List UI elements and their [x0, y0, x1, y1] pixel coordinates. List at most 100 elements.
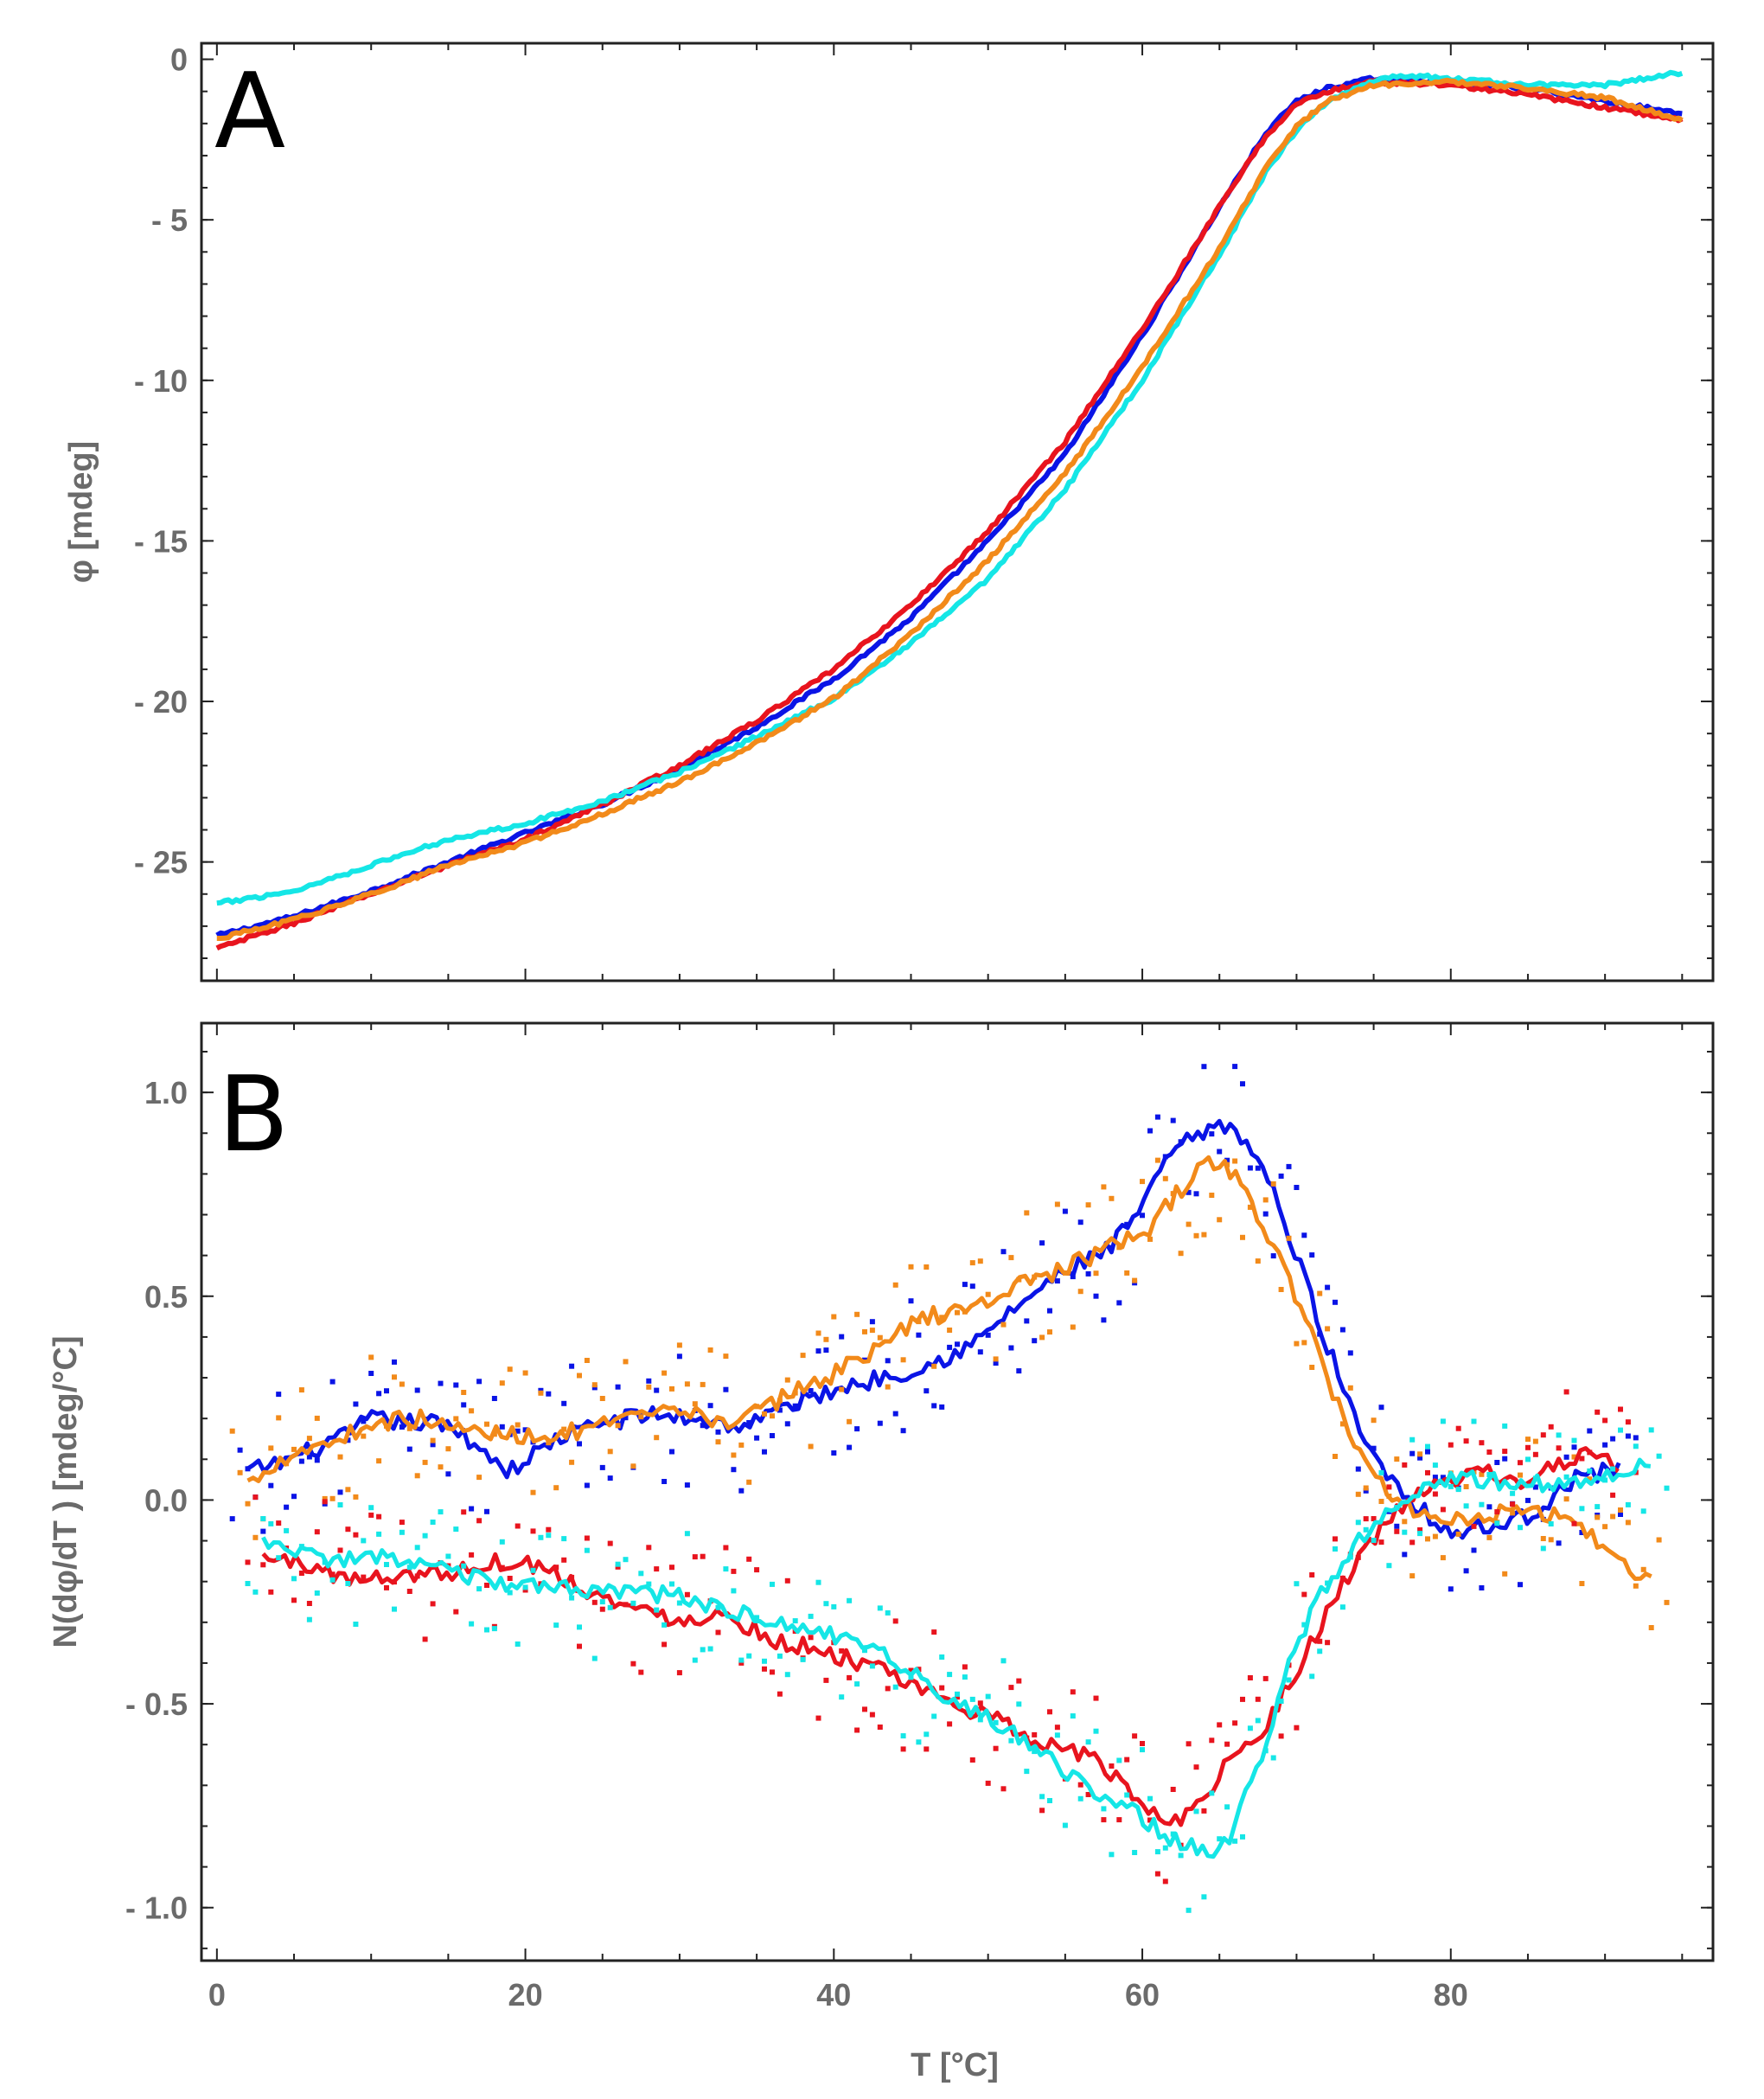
data-point	[1556, 1540, 1562, 1546]
data-point	[314, 1415, 320, 1421]
data-point	[1109, 1245, 1115, 1251]
data-point	[1640, 1508, 1646, 1514]
data-point	[869, 1319, 875, 1325]
y-tick-label: - 10	[134, 363, 188, 399]
data-point	[908, 1674, 914, 1680]
data-point	[1618, 1512, 1623, 1517]
data-point	[1402, 1529, 1408, 1535]
data-point	[815, 1348, 821, 1354]
data-point	[784, 1377, 790, 1383]
data-point	[1556, 1432, 1562, 1438]
data-point	[607, 1475, 613, 1481]
data-point	[1070, 1324, 1076, 1330]
data-point	[577, 1441, 582, 1447]
data-point	[1232, 1158, 1238, 1164]
data-point	[1162, 1175, 1168, 1181]
data-point	[1432, 1475, 1438, 1481]
data-point	[337, 1547, 343, 1553]
data-point	[654, 1435, 660, 1441]
data-point	[1471, 1418, 1477, 1424]
data-point	[646, 1378, 652, 1384]
data-point	[1402, 1552, 1408, 1558]
data-point	[715, 1439, 721, 1445]
data-point	[808, 1613, 814, 1619]
data-point	[731, 1467, 737, 1473]
data-point	[1224, 1157, 1230, 1163]
data-point	[1262, 1211, 1269, 1217]
data-point	[1085, 1739, 1091, 1745]
data-point	[591, 1599, 598, 1605]
panel-a-ticks	[201, 43, 1713, 981]
data-point	[908, 1667, 914, 1673]
data-point	[1625, 1520, 1631, 1526]
data-point	[762, 1411, 767, 1417]
data-point	[977, 1258, 983, 1264]
data-point	[314, 1590, 320, 1596]
data-point	[1109, 1763, 1115, 1769]
data-point	[1579, 1456, 1585, 1462]
data-point	[854, 1311, 860, 1317]
data-point	[298, 1571, 304, 1576]
data-point	[654, 1566, 660, 1572]
data-point	[1101, 1184, 1107, 1190]
panel-b-series	[229, 1064, 1670, 1913]
data-point	[1317, 1331, 1323, 1337]
series-line-blue	[246, 1118, 1621, 1540]
data-point	[1140, 1741, 1145, 1746]
data-point	[1201, 1894, 1207, 1900]
y-tick-label: - 20	[134, 684, 188, 720]
x-tick-label: 80	[1434, 1977, 1468, 2013]
data-point	[1047, 1329, 1052, 1335]
data-point	[252, 1494, 259, 1501]
data-point	[1262, 1748, 1269, 1754]
data-point	[700, 1423, 706, 1429]
data-point	[892, 1684, 898, 1690]
data-point	[931, 1363, 937, 1369]
data-point	[869, 1663, 875, 1669]
data-point	[1333, 1299, 1338, 1305]
data-point	[669, 1565, 674, 1571]
data-point	[1217, 1149, 1223, 1155]
data-point	[1625, 1501, 1631, 1507]
data-point	[969, 1283, 975, 1289]
data-point	[1054, 1201, 1060, 1207]
data-point	[684, 1591, 690, 1597]
data-point	[368, 1505, 374, 1511]
data-point	[329, 1379, 336, 1385]
data-point	[1579, 1530, 1585, 1535]
data-point	[1656, 1537, 1662, 1543]
data-point	[676, 1600, 682, 1606]
data-point	[1563, 1496, 1569, 1502]
panel-a-frame	[200, 42, 1715, 982]
data-point	[931, 1713, 937, 1719]
data-point	[1317, 1638, 1323, 1644]
data-point	[1154, 1871, 1160, 1877]
data-point	[847, 1674, 853, 1680]
data-point	[1525, 1456, 1531, 1462]
data-point	[731, 1588, 737, 1594]
data-point	[469, 1552, 475, 1558]
data-point	[1309, 1673, 1315, 1680]
data-point	[1510, 1501, 1516, 1507]
data-point	[939, 1654, 945, 1660]
data-point	[1270, 1253, 1276, 1259]
panel-b-ticks	[201, 1023, 1713, 1961]
data-point	[1170, 1191, 1176, 1197]
data-point	[538, 1534, 544, 1540]
data-point	[1448, 1586, 1454, 1592]
data-point	[916, 1739, 922, 1745]
data-point	[1209, 1790, 1215, 1796]
data-point	[847, 1444, 853, 1450]
data-point	[476, 1586, 483, 1592]
data-point	[260, 1562, 266, 1568]
data-point	[1093, 1695, 1099, 1701]
series-line-cyan	[216, 69, 1684, 906]
data-point	[892, 1411, 898, 1417]
data-point	[353, 1622, 359, 1627]
data-point	[430, 1601, 436, 1607]
data-point	[1278, 1699, 1284, 1704]
data-point	[1618, 1427, 1623, 1433]
data-point	[1463, 1484, 1469, 1489]
data-point	[1301, 1340, 1307, 1346]
data-point	[538, 1390, 544, 1396]
